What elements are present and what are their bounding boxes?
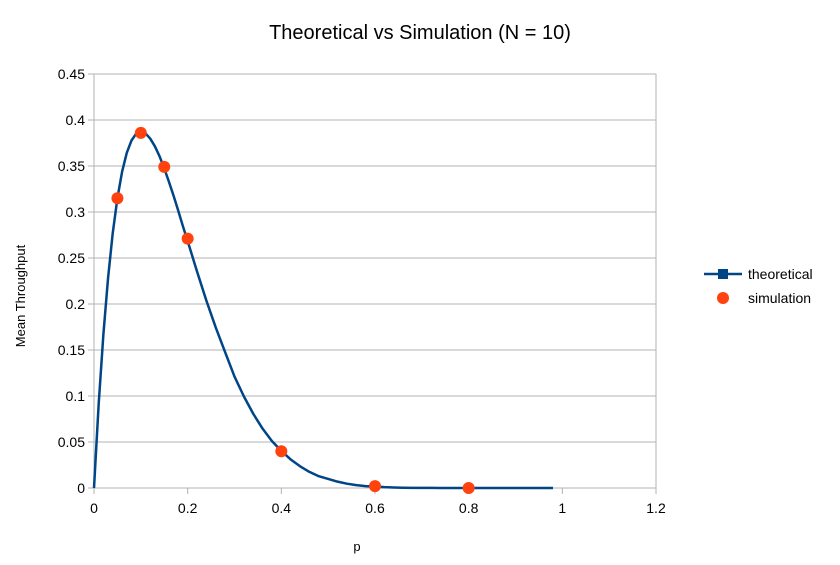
x-tick-label: 0.2 bbox=[178, 500, 198, 516]
data-point-simulation bbox=[275, 445, 288, 458]
x-tick-label: 0.6 bbox=[365, 500, 385, 516]
y-tick-label: 0.1 bbox=[66, 388, 86, 404]
y-tick-label: 0.3 bbox=[66, 204, 86, 220]
y-tick-label: 0.4 bbox=[66, 112, 86, 128]
y-tick-label: 0.25 bbox=[58, 250, 85, 266]
x-axis-title: p bbox=[353, 539, 360, 554]
y-tick-label: 0.2 bbox=[66, 296, 86, 312]
chart-title: Theoretical vs Simulation (N = 10) bbox=[269, 22, 571, 44]
series-line-theoretical bbox=[92, 130, 553, 490]
x-tick-label: 1.2 bbox=[646, 500, 666, 516]
y-axis-title: Mean Throughput bbox=[13, 244, 28, 347]
data-point-simulation bbox=[158, 160, 171, 173]
y-tick-label: 0.05 bbox=[58, 434, 85, 450]
x-tick-labels: 0 0.2 0.4 0.6 0.8 1 1.2 bbox=[90, 500, 666, 516]
legend-label-theoretical: theoretical bbox=[748, 266, 813, 282]
y-tick-label: 0 bbox=[77, 480, 85, 496]
gridlines bbox=[94, 73, 656, 489]
y-tick-label: 0.45 bbox=[58, 66, 85, 82]
legend-marker-theoretical bbox=[718, 269, 728, 279]
legend-label-simulation: simulation bbox=[748, 290, 811, 306]
data-point-simulation bbox=[462, 482, 475, 494]
legend: theoretical simulation bbox=[704, 266, 813, 306]
data-point-simulation bbox=[181, 232, 194, 245]
y-tick-labels: 0 0.05 0.1 0.15 0.2 0.25 0.3 0.35 0.4 0.45 bbox=[58, 66, 85, 496]
plot-series bbox=[92, 126, 553, 494]
data-point-simulation bbox=[111, 192, 124, 205]
y-tick-label: 0.15 bbox=[58, 342, 85, 358]
y-tick-label: 0.35 bbox=[58, 158, 85, 174]
x-tick-label: 1 bbox=[558, 500, 566, 516]
data-point-simulation bbox=[369, 480, 381, 493]
x-tick-label: 0.4 bbox=[272, 500, 292, 516]
x-tick-label: 0 bbox=[90, 500, 98, 516]
x-tick-label: 0.8 bbox=[459, 500, 479, 516]
axes bbox=[88, 73, 657, 494]
data-point-simulation bbox=[134, 126, 147, 139]
legend-marker-simulation bbox=[717, 292, 729, 304]
